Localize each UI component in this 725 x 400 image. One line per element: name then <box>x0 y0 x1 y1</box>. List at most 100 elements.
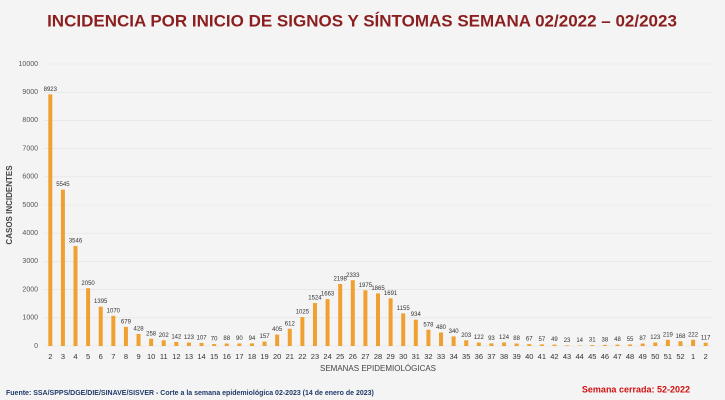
value-label: 8923 <box>44 87 58 93</box>
x-tick-label: 47 <box>613 352 621 361</box>
x-tick-label: 4 <box>73 352 77 361</box>
value-label: 1691 <box>384 291 398 297</box>
x-tick-label: 52 <box>676 352 684 361</box>
y-tick-label: 3000 <box>22 258 38 265</box>
x-tick-label: 41 <box>538 352 546 361</box>
x-tick-label: 2 <box>704 352 708 361</box>
bar <box>691 339 696 346</box>
x-axis-label: SEMANAS EPIDEMIOLÓGICAS <box>320 364 436 373</box>
bar <box>665 339 670 346</box>
value-label: 2333 <box>346 273 360 279</box>
x-tick-label: 35 <box>462 352 470 361</box>
x-tick-label: 26 <box>349 352 357 361</box>
value-label: 38 <box>602 338 609 344</box>
value-label: 122 <box>474 335 485 341</box>
bar <box>123 326 128 346</box>
bar <box>262 341 267 346</box>
bar <box>552 344 557 346</box>
bar <box>149 338 154 346</box>
x-tick-label: 8 <box>124 352 128 361</box>
value-label: 88 <box>513 336 520 342</box>
value-label: 88 <box>223 336 230 342</box>
x-tick-label: 43 <box>563 352 571 361</box>
x-tick-label: 28 <box>374 352 382 361</box>
bar <box>312 303 317 346</box>
x-tick-label: 49 <box>639 352 647 361</box>
y-tick-label: 9000 <box>22 89 38 96</box>
value-label: 23 <box>564 338 571 344</box>
x-tick-label: 18 <box>248 352 256 361</box>
value-label: 49 <box>551 337 558 343</box>
value-label: 480 <box>436 325 447 331</box>
x-tick-label: 31 <box>412 352 420 361</box>
bar <box>186 342 191 346</box>
value-label: 1524 <box>308 296 322 302</box>
value-label: 1070 <box>107 308 121 314</box>
bar <box>653 342 658 346</box>
x-tick-label: 9 <box>136 352 140 361</box>
bar <box>325 299 330 346</box>
value-label: 70 <box>211 337 218 343</box>
value-label: 1975 <box>359 283 373 289</box>
y-tick-label: 4000 <box>22 230 38 237</box>
value-label: 202 <box>159 333 170 339</box>
bar <box>502 342 507 346</box>
y-tick-label: 7000 <box>22 145 38 152</box>
chart-title: INCIDENCIA POR INICIO DE SIGNOS Y SÍNTOM… <box>47 11 677 30</box>
value-label: 117 <box>701 335 711 341</box>
value-label: 157 <box>260 334 271 340</box>
y-tick-label: 6000 <box>22 174 38 181</box>
note: Semana cerrada: 52-2022 <box>582 384 690 394</box>
x-tick-label: 2 <box>48 352 52 361</box>
bar <box>527 344 532 346</box>
bar <box>590 345 595 346</box>
bar <box>275 334 280 346</box>
bar <box>174 341 179 346</box>
value-label: 222 <box>688 332 699 338</box>
y-tick-label: 10000 <box>19 61 39 68</box>
value-label: 87 <box>639 336 646 342</box>
x-tick-label: 3 <box>61 352 65 361</box>
value-label: 1025 <box>296 310 310 316</box>
y-tick-label: 8000 <box>22 117 38 124</box>
bar <box>86 288 91 346</box>
value-label: 1395 <box>94 299 108 305</box>
x-tick-label: 37 <box>487 352 495 361</box>
value-label: 31 <box>589 338 596 344</box>
value-label: 1865 <box>371 286 385 292</box>
value-label: 123 <box>650 335 661 341</box>
bar <box>224 343 229 346</box>
bar <box>237 343 242 346</box>
bar <box>565 345 570 346</box>
bar <box>401 313 406 346</box>
bar <box>413 319 418 346</box>
value-label: 5545 <box>56 182 70 188</box>
bar <box>476 342 481 346</box>
x-tick-label: 7 <box>111 352 115 361</box>
bar <box>338 284 343 346</box>
x-tick-label: 29 <box>386 352 394 361</box>
bar <box>48 94 53 346</box>
bar <box>464 340 469 346</box>
bar <box>212 344 217 346</box>
x-tick-label: 38 <box>500 352 508 361</box>
bar <box>136 333 141 346</box>
value-label: 90 <box>236 336 243 342</box>
y-tick-label: 0 <box>34 343 38 350</box>
bar <box>628 344 633 346</box>
value-label: 1663 <box>321 292 335 298</box>
x-tick-label: 30 <box>399 352 407 361</box>
value-label: 67 <box>526 337 533 343</box>
bar <box>426 329 431 346</box>
value-label: 219 <box>663 332 674 338</box>
bar <box>514 343 519 346</box>
value-label: 1155 <box>397 306 411 312</box>
x-tick-label: 19 <box>260 352 268 361</box>
x-tick-label: 33 <box>437 352 445 361</box>
value-label: 55 <box>627 337 634 343</box>
bar <box>161 340 166 346</box>
value-label: 124 <box>499 335 510 341</box>
x-tick-label: 21 <box>286 352 294 361</box>
